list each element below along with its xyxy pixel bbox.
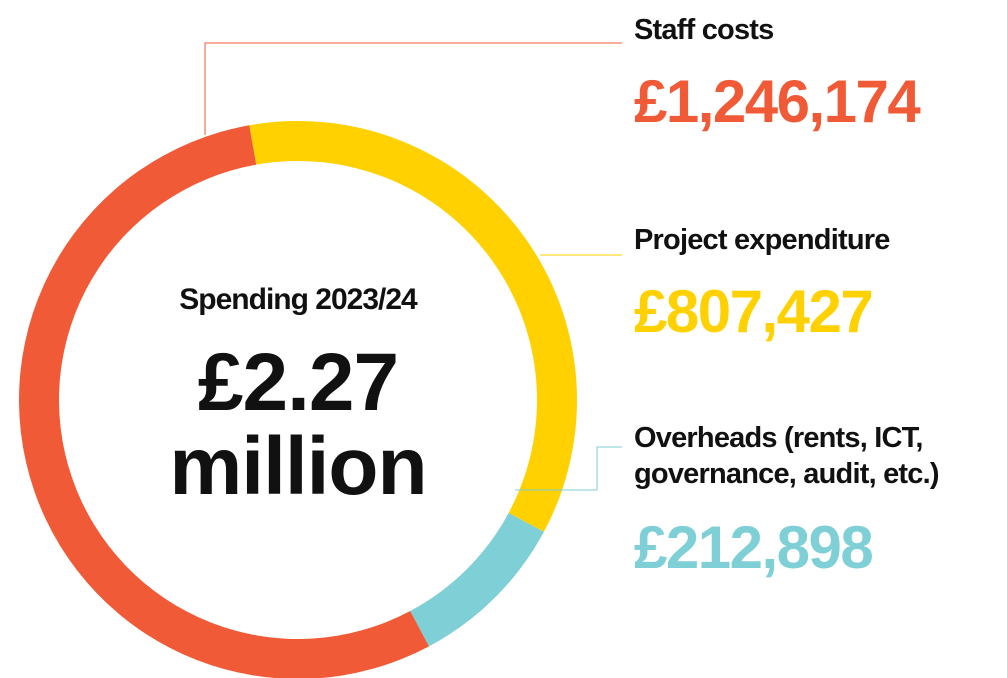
value-label: £1,246,174 xyxy=(634,68,921,135)
category-label: Staff costs xyxy=(634,14,774,46)
value-label: £212,898 xyxy=(634,514,874,581)
donut-slice xyxy=(410,512,544,647)
value-label: £807,427 xyxy=(634,278,874,345)
category-label: Project expenditure xyxy=(634,224,890,256)
leader-line xyxy=(515,446,622,491)
leader-line xyxy=(204,42,622,135)
donut-slice xyxy=(249,121,577,532)
center-title: Spending 2023/24 xyxy=(179,283,417,316)
category-label: Overheads (rents, ICT, governance, audit… xyxy=(634,422,940,490)
center-value: million xyxy=(169,421,427,512)
donut-slice xyxy=(19,125,429,678)
center-value: £2.27 xyxy=(197,337,399,428)
